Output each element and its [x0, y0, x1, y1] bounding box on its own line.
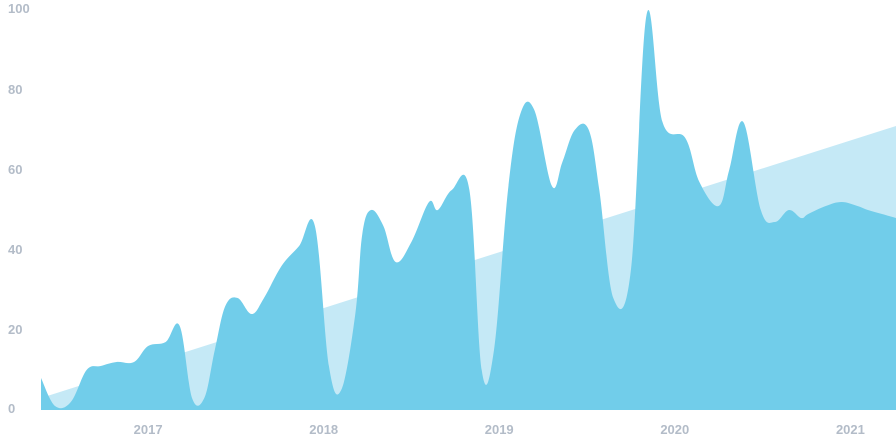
y-tick-label: 0 — [8, 401, 15, 416]
x-tick-label: 2020 — [660, 422, 689, 437]
x-tick-label: 2019 — [485, 422, 514, 437]
x-tick-label: 2021 — [836, 422, 865, 437]
y-tick-label: 80 — [8, 82, 22, 97]
main-area — [41, 9, 896, 410]
y-tick-label: 100 — [8, 1, 30, 16]
y-axis-ticks: 0 20 40 60 80 100 — [8, 1, 30, 416]
x-axis-ticks: 2017 2018 2019 2020 2021 — [134, 422, 865, 437]
x-tick-label: 2018 — [309, 422, 338, 437]
y-tick-label: 60 — [8, 162, 22, 177]
y-tick-label: 40 — [8, 242, 22, 257]
y-tick-label: 20 — [8, 322, 22, 337]
x-tick-label: 2017 — [134, 422, 163, 437]
